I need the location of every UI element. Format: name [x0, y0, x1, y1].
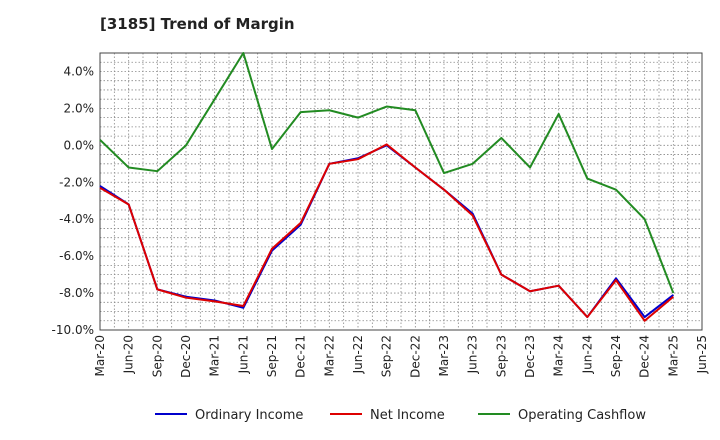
series-line-net-income	[99, 143, 674, 322]
x-tick-label: Sep-23	[494, 335, 508, 377]
y-tick-label: 4.0%	[64, 64, 95, 78]
y-tick-label: -10.0%	[52, 323, 94, 337]
x-tick-label: Dec-24	[638, 335, 652, 378]
x-tick-label: Sep-22	[380, 335, 394, 377]
series-line-operating-cashflow	[99, 52, 675, 294]
y-tick-label: -4.0%	[59, 212, 94, 226]
y-tick-label: 0.0%	[64, 138, 95, 152]
legend-label-operating-cashflow: Operating Cashflow	[518, 408, 646, 423]
x-tick-label: Mar-23	[437, 335, 451, 376]
x-tick-label: Mar-22	[322, 335, 336, 376]
x-tick-label: Jun-21	[236, 335, 250, 374]
x-tick-label: Dec-22	[408, 335, 422, 378]
plot-border	[99, 52, 703, 331]
x-tick-label: Sep-21	[265, 335, 279, 377]
x-tick-label: Jun-24	[580, 335, 594, 374]
x-tick-label: Mar-20	[93, 335, 107, 376]
x-tick-label: Dec-21	[294, 335, 308, 378]
y-tick-label: -2.0%	[59, 175, 94, 189]
x-tick-label: Sep-24	[609, 335, 623, 377]
y-tick-label: 2.0%	[64, 101, 95, 115]
x-tick-label: Jun-23	[466, 335, 480, 374]
x-tick-label: Jun-20	[122, 335, 136, 374]
y-tick-label: -6.0%	[59, 249, 94, 263]
legend-label-ordinary-income: Ordinary Income	[195, 408, 303, 423]
x-tick-label: Sep-20	[150, 335, 164, 377]
x-tick-label: Dec-23	[523, 335, 537, 378]
chart-title: [3185] Trend of Margin	[100, 15, 295, 33]
x-tick-label: Dec-20	[179, 335, 193, 378]
x-tick-label: Mar-24	[552, 335, 566, 376]
x-tick-label: Mar-21	[208, 335, 222, 376]
x-tick-label: Jun-22	[351, 335, 365, 374]
legend-label-net-income: Net Income	[370, 408, 445, 423]
y-tick-label: -8.0%	[59, 286, 94, 300]
x-tick-label: Jun-25	[695, 335, 709, 374]
x-tick-label: Mar-25	[666, 335, 680, 376]
